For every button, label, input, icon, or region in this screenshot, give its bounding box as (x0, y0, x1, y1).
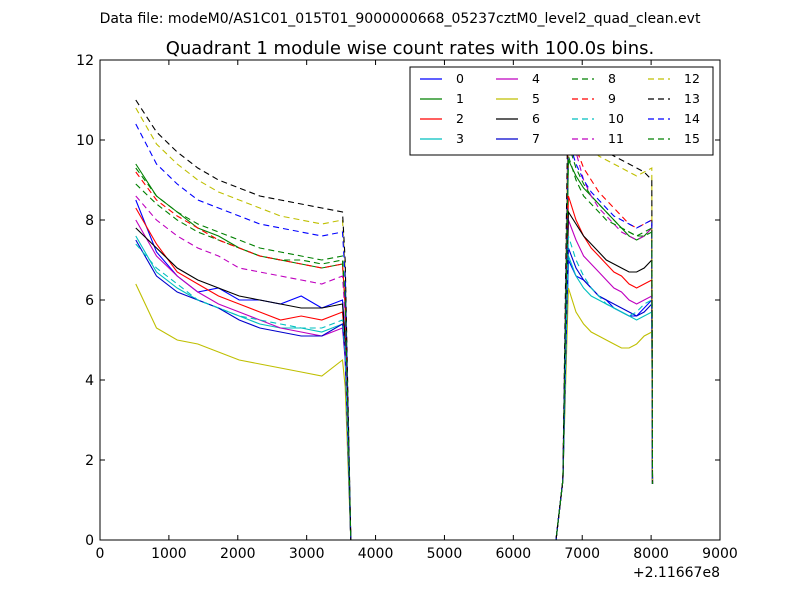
y-tick-label: 6 (85, 293, 94, 309)
legend-label-15: 15 (684, 131, 700, 146)
series-line-14 (135, 123, 654, 541)
y-tick-label: 0 (85, 533, 94, 549)
legend-label-11: 11 (608, 131, 624, 146)
x-tick-label: 5000 (427, 546, 463, 562)
x-tick-label: 7000 (564, 546, 600, 562)
x-tick-label: 3000 (289, 546, 325, 562)
y-tick-label: 12 (76, 53, 94, 69)
legend-frame (409, 66, 714, 156)
x-tick-label: 8000 (633, 546, 669, 562)
series-line-5 (135, 283, 654, 541)
series-line-12 (135, 103, 654, 541)
y-tick-label: 8 (85, 213, 94, 229)
x-tick-label: 6000 (496, 546, 532, 562)
axis-ticks: 0 1000 2000 3000 4000 5000 6000 7000 8000 9000 0 2 4… (76, 53, 738, 562)
legend-label-7: 7 (532, 131, 540, 146)
x-tick-label: 0 (96, 546, 105, 562)
legend-label-14: 14 (684, 111, 700, 126)
series-line-15 (135, 155, 654, 541)
legend-label-4: 4 (532, 71, 540, 86)
y-tick-label: 4 (85, 373, 94, 389)
legend-label-1: 1 (456, 91, 464, 106)
series-line-2 (135, 195, 654, 541)
y-tick-label: 10 (76, 133, 94, 149)
legend-label-8: 8 (608, 71, 616, 86)
legend-label-6: 6 (532, 111, 540, 126)
series-lines (135, 67, 654, 541)
series-line-9 (135, 115, 654, 541)
legend-label-9: 9 (608, 91, 616, 106)
series-line-0 (135, 199, 654, 541)
legend-label-2: 2 (456, 111, 464, 126)
chart-title: Quadrant 1 module wise count rates with … (166, 38, 655, 59)
x-tick-label: 2000 (220, 546, 256, 562)
series-line-4 (135, 219, 654, 541)
x-tick-label: 1000 (151, 546, 187, 562)
legend-label-13: 13 (684, 91, 700, 106)
series-line-10 (135, 235, 654, 541)
x-tick-label: 9000 (702, 546, 738, 562)
series-line-7 (135, 239, 654, 541)
legend-label-12: 12 (684, 71, 700, 86)
legend-label-5: 5 (532, 91, 540, 106)
legend-label-10: 10 (608, 111, 624, 126)
series-line-3 (135, 235, 654, 541)
series-line-6 (135, 210, 654, 541)
series-line-8 (135, 143, 654, 541)
legend-label-3: 3 (456, 131, 464, 146)
x-tick-label: 4000 (358, 546, 394, 562)
chart-suptitle: Data file: modeM0/AS1C01_015T01_90000006… (100, 11, 701, 27)
x-offset-label: +2.11667e8 (633, 565, 720, 581)
y-tick-label: 2 (85, 453, 94, 469)
legend-label-0: 0 (456, 71, 464, 86)
